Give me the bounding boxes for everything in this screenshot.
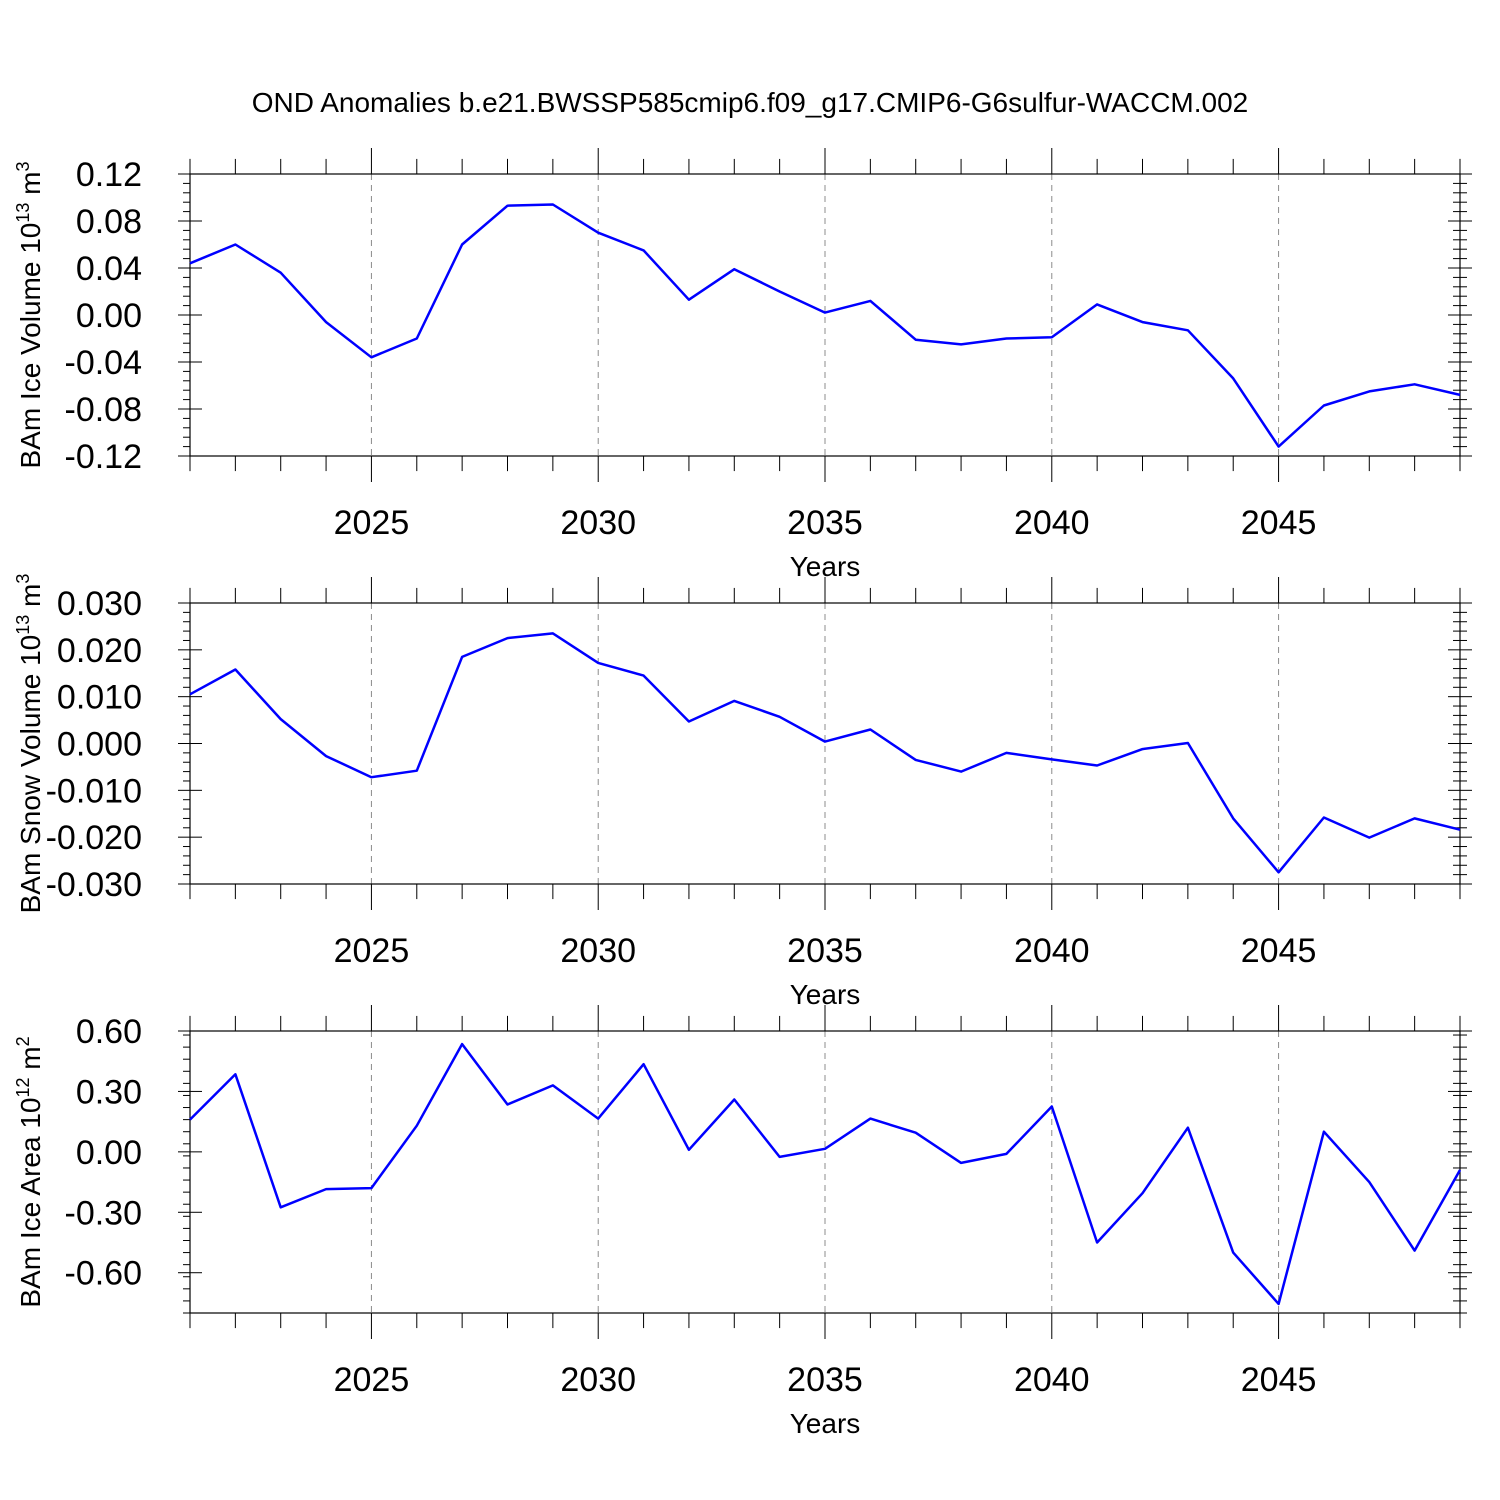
plot-frame — [189, 173, 1461, 457]
x-tick-label: 2045 — [1241, 504, 1317, 542]
x-tick-label: 2030 — [560, 932, 636, 970]
y-tick-label: -0.020 — [46, 819, 142, 857]
x-axis-title: Years — [790, 551, 861, 582]
y-tick-label: 0.60 — [76, 1013, 142, 1051]
x-tick-label: 2045 — [1241, 1361, 1317, 1399]
series-line-1 — [189, 203, 1461, 448]
y-tick-label: -0.04 — [65, 344, 143, 382]
y-tick-label: 0.04 — [76, 250, 142, 288]
series-line-1 — [189, 632, 1461, 874]
x-tick-label: 2035 — [787, 1361, 863, 1399]
y-tick-label: 0.000 — [57, 726, 142, 764]
y-tick-label: -0.12 — [65, 438, 143, 476]
x-tick-label: 2030 — [560, 504, 636, 542]
x-tick-label: 2035 — [787, 932, 863, 970]
y-tick-label: 0.020 — [57, 632, 142, 670]
y-tick-label: 0.00 — [76, 297, 142, 335]
plot-frame — [189, 602, 1461, 885]
x-tick-label: 2030 — [560, 1361, 636, 1399]
x-axis-title: Years — [790, 979, 861, 1010]
chart-panel-2: -0.030 -0.020 -0.010 0.000 0.010 0.020 0.030 20… — [13, 574, 1472, 1010]
x-tick-label: 2045 — [1241, 932, 1317, 970]
series-line-1 — [189, 1042, 1462, 1306]
plot-frame — [189, 1030, 1461, 1314]
chart-panel-1: -0.12 -0.08 -0.04 0.00 0.04 0.08 0.12 2025 2030 2… — [13, 148, 1472, 582]
y-axis-title: BAm Ice Volume 1013 m3 — [13, 161, 46, 468]
x-tick-label: 2025 — [334, 1361, 410, 1399]
x-tick-label: 2040 — [1014, 932, 1090, 970]
y-tick-label: 0.00 — [76, 1134, 142, 1172]
y-tick-label: -0.030 — [46, 866, 142, 904]
chart-panel-3: -0.60 -0.30 0.00 0.30 0.60 2025 2030 2035 2040 20… — [13, 1005, 1472, 1439]
x-tick-label: 2035 — [787, 504, 863, 542]
y-tick-label: -0.010 — [46, 772, 142, 810]
y-tick-label: 0.030 — [57, 585, 142, 623]
x-tick-label: 2025 — [334, 932, 410, 970]
x-axis-title: Years — [790, 1408, 861, 1439]
y-tick-label: 0.010 — [57, 679, 142, 717]
y-axis-title: BAm Ice Area 1012 m2 — [13, 1036, 46, 1307]
y-tick-label: -0.60 — [65, 1255, 143, 1293]
y-tick-label: -0.08 — [65, 391, 143, 429]
y-tick-label: 0.08 — [76, 203, 142, 241]
chart-title: OND Anomalies b.e21.BWSSP585cmip6.f09_g1… — [252, 87, 1249, 118]
y-axis-title: BAm Snow Volume 1013 m3 — [13, 574, 46, 914]
y-tick-label: 0.30 — [76, 1073, 142, 1111]
x-tick-label: 2040 — [1014, 504, 1090, 542]
chart-panels: -0.12 -0.08 -0.04 0.00 0.04 0.08 0.12 2025 2030 2… — [13, 148, 1472, 1439]
y-tick-label: -0.30 — [65, 1194, 143, 1232]
x-tick-label: 2025 — [334, 504, 410, 542]
x-tick-label: 2040 — [1014, 1361, 1090, 1399]
y-tick-label: 0.12 — [76, 156, 142, 194]
